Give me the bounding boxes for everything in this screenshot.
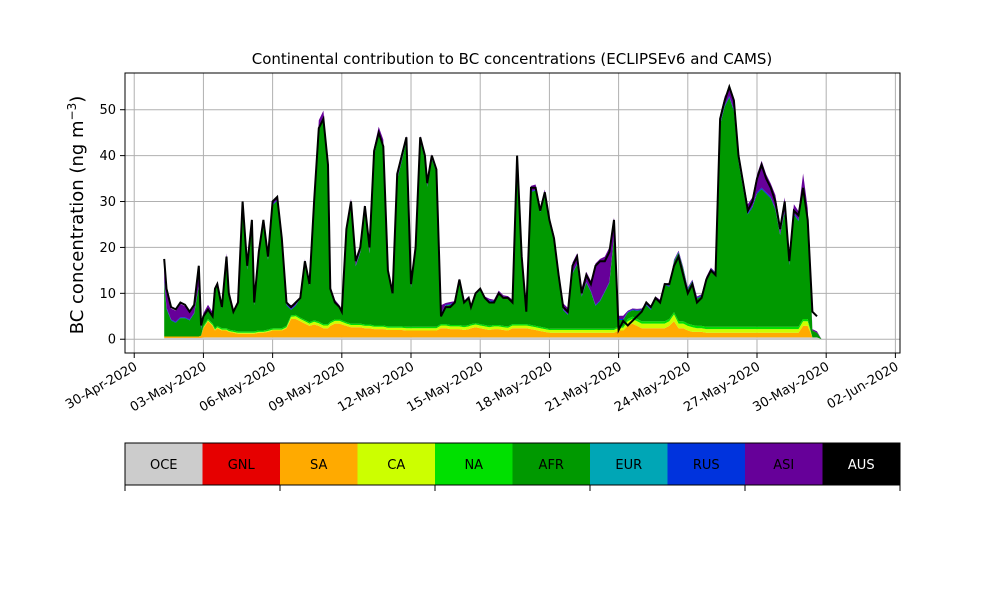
legend-swatch-gnl xyxy=(202,443,281,485)
chart-title: Continental contribution to BC concentra… xyxy=(252,50,773,68)
y-tick-label: 50 xyxy=(99,103,116,118)
legend-swatch-ca xyxy=(357,443,436,485)
legend-swatch-rus xyxy=(667,443,746,485)
y-axis-label-exponent: −3 xyxy=(65,103,79,121)
total-line xyxy=(163,83,818,334)
y-tick-label: 30 xyxy=(99,195,116,210)
legend-swatch-oce xyxy=(125,443,203,485)
legend-label-aus: AUS xyxy=(848,458,875,473)
legend-label-na: NA xyxy=(464,458,483,473)
legend-label-asi: ASI xyxy=(773,458,794,473)
y-axis-label-close: ) xyxy=(67,96,88,103)
legend-frame xyxy=(124,442,901,486)
legend-swatch-afr xyxy=(512,443,591,485)
series-area-afr xyxy=(164,97,873,340)
y-tick-label: 0 xyxy=(108,333,116,348)
legend-label-rus: RUS xyxy=(693,458,720,473)
series-area-ca xyxy=(164,314,873,340)
y-axis-label: BC concentration (ng m−3) xyxy=(65,96,88,335)
legend-swatch-sa xyxy=(280,443,358,485)
y-tick-label: 20 xyxy=(99,241,116,256)
legend-label-gnl: GNL xyxy=(228,458,256,473)
colorbar-legend: OCE GNL SA CA NA AFR EUR RUS ASI AUS xyxy=(124,442,901,491)
legend-label-oce: OCE xyxy=(150,458,178,473)
y-tick-label: 10 xyxy=(99,287,116,302)
legend-label-eur: EUR xyxy=(615,458,642,473)
series-area-sa xyxy=(164,319,873,340)
legend-label-sa: SA xyxy=(310,458,327,473)
legend-label-afr: AFR xyxy=(539,458,564,473)
legend-swatch-asi xyxy=(745,443,823,485)
stacked-area-layer xyxy=(163,83,873,340)
legend-label-ca: CA xyxy=(387,458,405,473)
plot-frame xyxy=(124,72,901,354)
legend-swatch-eur xyxy=(590,443,668,485)
legend-swatch-aus xyxy=(822,443,901,485)
y-axis-label-main: BC concentration (ng m xyxy=(67,120,88,334)
series-area-oce xyxy=(164,337,873,340)
legend-swatch-na xyxy=(435,443,513,485)
y-tick-label: 40 xyxy=(99,149,116,164)
